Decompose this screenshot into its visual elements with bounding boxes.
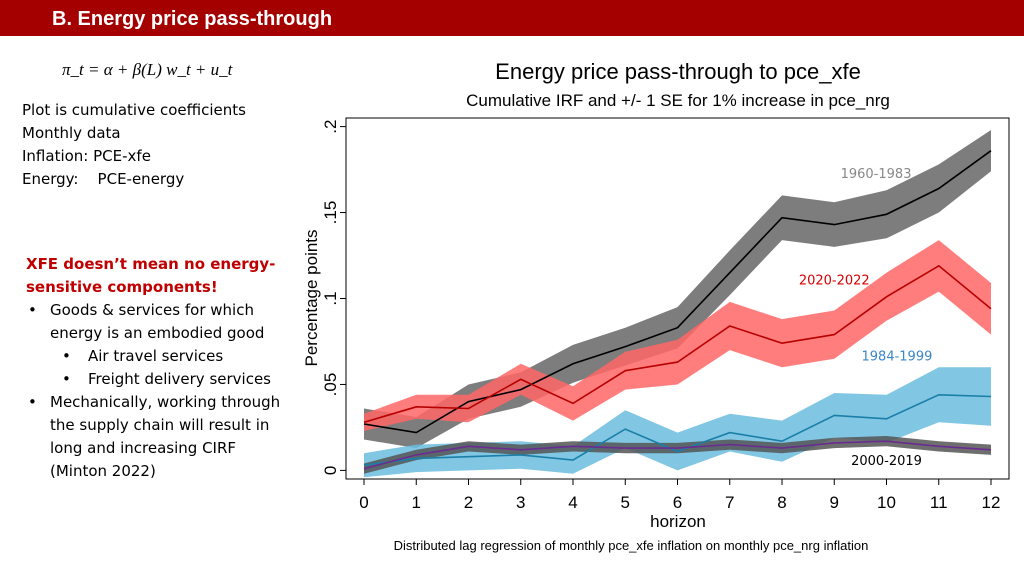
x-tick-label: 1	[412, 493, 421, 512]
se-band-2020-2022	[364, 240, 991, 431]
x-tick-label: 3	[516, 493, 525, 512]
formula-text: π_t = α + β(L) w_t + u_t	[62, 60, 233, 79]
header-banner: B. Energy price pass-through	[0, 0, 1024, 36]
series-label-1960-1983: 1960-1983	[841, 167, 912, 182]
x-tick-label: 6	[673, 493, 682, 512]
series-label-2020-2022: 2020-2022	[799, 274, 870, 289]
notes-list: Plot is cumulative coefficients Monthly …	[22, 99, 246, 191]
x-axis-label: horizon	[650, 512, 706, 531]
chart-subtitle: Cumulative IRF and +/- 1 SE for 1% incre…	[466, 91, 890, 110]
se-band-1960-1983	[364, 130, 991, 449]
y-tick-label: .2	[321, 120, 340, 134]
x-tick-label: 10	[877, 493, 896, 512]
xfe-heading: XFE doesn’t mean no energy-sensitive com…	[26, 255, 276, 296]
se-band-2000-2019	[364, 436, 991, 474]
slide-title: B. Energy price pass-through	[52, 8, 333, 30]
bullet-item: Goods & services for which energy is an …	[26, 299, 288, 345]
series-line-1984-1999	[363, 393, 992, 466]
x-tick-label: 8	[777, 493, 786, 512]
x-tick-label: 5	[621, 493, 630, 512]
model-formula: π_t = α + β(L) w_t + u_t	[62, 60, 232, 80]
series-label-1984-1999: 1984-1999	[862, 349, 933, 364]
series-line-2000-2019	[363, 440, 992, 470]
axes: 0 1 2 3 4 5 6 7 8 9 10 11 120.05.1.15.2	[321, 120, 1000, 512]
note-line: Energy: PCE-energy	[22, 170, 185, 188]
y-axis-label: Percentage points	[302, 229, 321, 366]
series-line-2020-2022	[363, 264, 992, 424]
series-label-2000-2019: 2000-2019	[851, 454, 922, 469]
chart-footnote: Distributed lag regression of monthly pc…	[394, 538, 869, 553]
note-line: Inflation: PCE-xfe	[22, 147, 151, 165]
series-lines	[363, 150, 992, 470]
x-tick-label: 4	[568, 493, 577, 512]
y-tick-label: .15	[321, 201, 340, 225]
x-tick-label: 7	[725, 493, 734, 512]
chart-title: Energy price pass-through to pce_xfe	[495, 59, 861, 84]
series-labels: 1960-1983 2020-2022 1984-1999 2000-2019	[799, 167, 933, 469]
x-tick-label: 9	[830, 493, 839, 512]
note-line: Plot is cumulative coefficients	[22, 101, 246, 119]
x-tick-label: 0	[359, 493, 368, 512]
x-tick-label: 2	[464, 493, 473, 512]
y-tick-label: .05	[321, 373, 340, 397]
series-line-1960-1983	[363, 150, 992, 434]
y-tick-label: .1	[321, 291, 340, 305]
y-tick-label: 0	[321, 466, 340, 475]
note-line: Monthly data	[22, 124, 121, 142]
sub-bullet-item: Freight delivery services	[26, 368, 288, 391]
sub-bullet-item: Air travel services	[26, 345, 288, 368]
x-tick-label: 11	[930, 493, 948, 512]
xfe-explanation: XFE doesn’t mean no energy-sensitive com…	[26, 253, 288, 483]
bullet-item: Mechanically, working through the supply…	[26, 391, 288, 483]
x-tick-label: 12	[982, 493, 1001, 512]
